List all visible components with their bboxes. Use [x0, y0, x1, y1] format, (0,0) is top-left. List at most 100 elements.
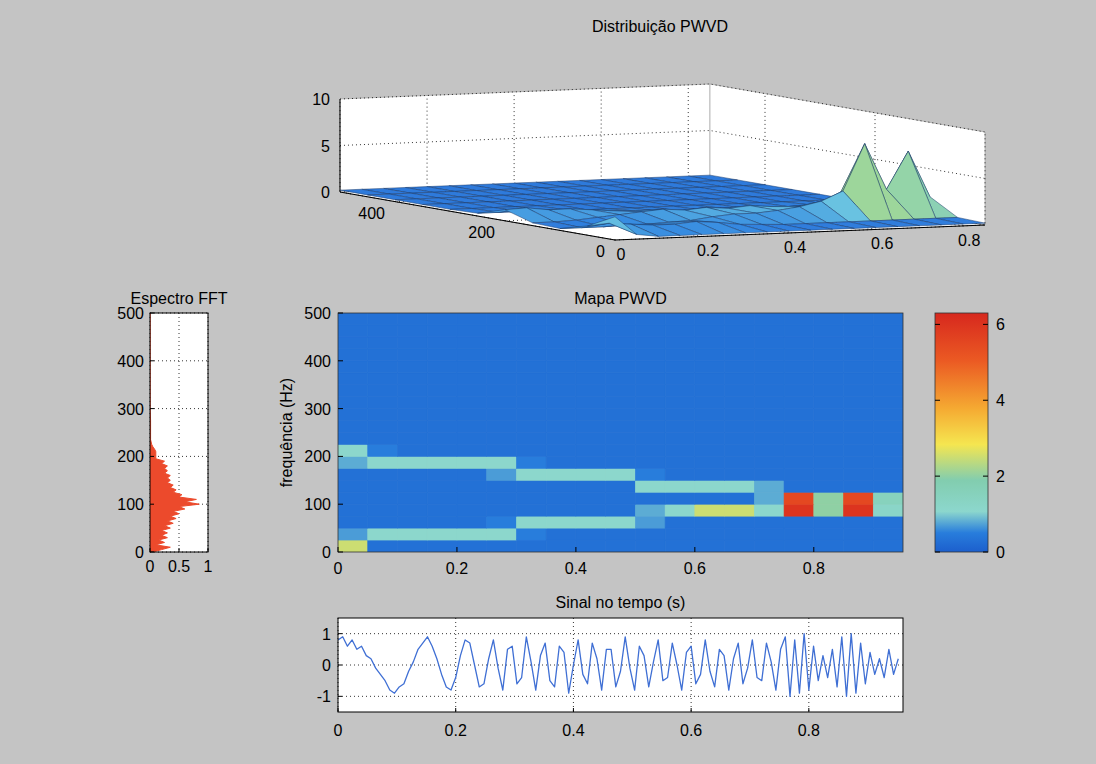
heat-cell [368, 468, 398, 480]
heat-cell [725, 361, 755, 373]
heat-cell [635, 480, 665, 492]
heat-cell [576, 444, 606, 456]
heat-cell [725, 516, 755, 528]
heat-cell [487, 540, 517, 552]
heat-cell [427, 468, 457, 480]
heat-cell [487, 492, 517, 504]
heat-cell [844, 385, 874, 397]
heat-cell [784, 397, 814, 409]
heat-cell [427, 337, 457, 349]
heat-cell [516, 456, 546, 468]
colorbar-scale [935, 313, 988, 552]
grid-line [179, 313, 180, 552]
heat-cell [397, 540, 427, 552]
heat-cell [457, 540, 487, 552]
heat-cell [338, 516, 368, 528]
heat-cell [457, 480, 487, 492]
heat-cell [457, 421, 487, 433]
heat-cell [754, 325, 784, 337]
heat-cell [784, 504, 814, 516]
heat-cell [427, 504, 457, 516]
heat-cell [844, 433, 874, 445]
text-label: 400 [304, 353, 331, 370]
heat-cell [457, 468, 487, 480]
heat-cell [457, 385, 487, 397]
text-label: 0.4 [565, 560, 587, 577]
heat-cell [338, 456, 368, 468]
heat-cell [844, 397, 874, 409]
heat-cell [695, 397, 725, 409]
text-label: 0 [321, 184, 330, 201]
heat-cell [368, 325, 398, 337]
heat-cell [725, 480, 755, 492]
heat-cell [695, 504, 725, 516]
heat-cell [576, 516, 606, 528]
heat-cell [814, 313, 844, 325]
heat-cell [516, 373, 546, 385]
heat-cell [546, 516, 576, 528]
text-label: 0.2 [445, 722, 467, 739]
heat-cell [457, 337, 487, 349]
surface-chart: 051000.20.40.60.80200400Distribuição PWV… [312, 18, 985, 263]
heat-cell [427, 397, 457, 409]
text-label: 0.4 [784, 239, 806, 256]
spectrum-chart: 010020030040050000.51Espectro FFT [117, 290, 227, 575]
heat-cell [844, 325, 874, 337]
heat-cell [665, 337, 695, 349]
heat-cell [635, 409, 665, 421]
heat-cell [368, 361, 398, 373]
heat-cell [338, 385, 368, 397]
heat-cell [665, 456, 695, 468]
heat-cell [784, 313, 814, 325]
heat-cell [725, 373, 755, 385]
heat-cell [487, 349, 517, 361]
heat-cell [844, 337, 874, 349]
heat-cell [844, 516, 874, 528]
heat-cell [338, 409, 368, 421]
heat-cell [576, 397, 606, 409]
text-label: 0 [146, 558, 155, 575]
heat-cell [368, 409, 398, 421]
heat-cell [546, 325, 576, 337]
heat-cell [844, 361, 874, 373]
text-label: 0 [596, 243, 605, 260]
heat-cell [397, 516, 427, 528]
heat-cell [784, 409, 814, 421]
heat-cell [576, 325, 606, 337]
heatmap-chart: 00.20.40.60.80100200300400500Mapa PWVDfr… [278, 290, 1005, 577]
heat-cell [487, 504, 517, 516]
text-label: 0.8 [798, 722, 820, 739]
heat-cell [487, 528, 517, 540]
heat-cell [873, 492, 903, 504]
heat-cell [725, 492, 755, 504]
heat-cell [754, 433, 784, 445]
heat-cell [576, 373, 606, 385]
heat-cell [754, 361, 784, 373]
heat-cell [725, 325, 755, 337]
heat-cell [397, 373, 427, 385]
heat-cell [427, 540, 457, 552]
heat-cell [635, 504, 665, 516]
heat-cell [635, 337, 665, 349]
heat-cell [695, 361, 725, 373]
heat-cell [873, 337, 903, 349]
surface-face [395, 199, 444, 205]
heat-cell [784, 373, 814, 385]
tick [573, 708, 574, 712]
heat-cell [397, 361, 427, 373]
text-label: 0 [996, 544, 1005, 561]
heat-cell [635, 349, 665, 361]
heat-cell [725, 444, 755, 456]
heat-cell [606, 421, 636, 433]
text-label: 1 [322, 626, 331, 643]
heat-cell [368, 516, 398, 528]
heat-cell [397, 468, 427, 480]
tick [150, 548, 151, 552]
heat-cell [725, 468, 755, 480]
tick [983, 552, 988, 553]
heat-cell [338, 421, 368, 433]
heat-cell [368, 385, 398, 397]
grid-line [340, 131, 985, 179]
heat-cell [725, 313, 755, 325]
heat-cell [754, 504, 784, 516]
